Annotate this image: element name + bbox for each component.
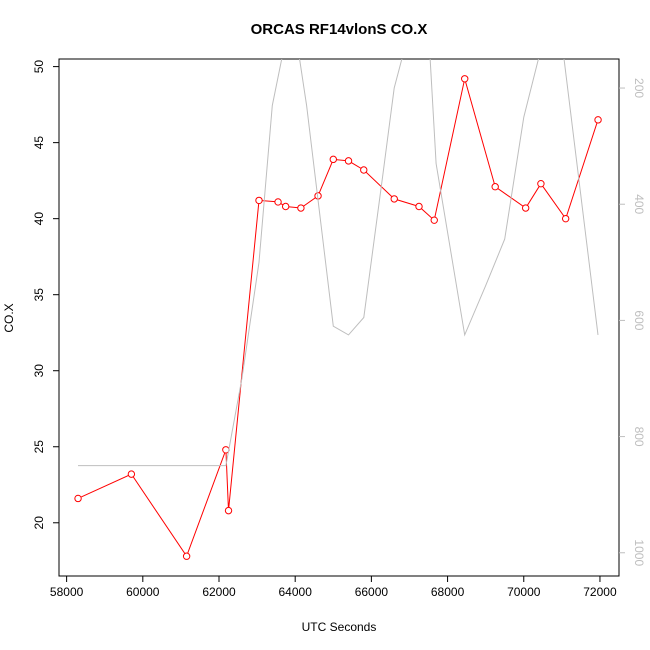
co-x-series-line — [77, 78, 599, 558]
data-point — [360, 166, 368, 174]
y-tick-label: 35 — [32, 288, 46, 302]
data-point — [430, 216, 438, 224]
y-tick-label: 30 — [32, 364, 46, 378]
right-tick-label: 1000 — [632, 539, 646, 566]
x-tick-label: 72000 — [583, 585, 617, 599]
data-point — [255, 196, 263, 205]
data-point — [182, 552, 191, 560]
data-point — [329, 155, 337, 164]
x-tick-label: 70000 — [507, 585, 541, 599]
data-point — [594, 116, 602, 124]
axes: 58000 60000 62000 64000 66000 68000 70000 72000… — [32, 60, 646, 599]
plot-frame — [58, 58, 620, 577]
y-axis-label: CO.X — [2, 303, 16, 332]
data-point — [461, 75, 469, 83]
data-point — [537, 179, 545, 188]
data-point — [521, 204, 530, 212]
x-tick-label: 68000 — [431, 585, 465, 599]
chart-title: ORCAS RF14vlonS CO.X — [251, 21, 428, 38]
x-tick-label: 66000 — [355, 585, 389, 599]
data-point — [561, 214, 570, 223]
data-point — [74, 494, 82, 503]
y-tick-label: 25 — [32, 440, 46, 454]
data-point — [390, 195, 398, 203]
y-tick-label: 20 — [32, 516, 46, 530]
data-point — [127, 470, 136, 478]
x-tick-label: 60000 — [126, 585, 160, 599]
y-tick-label: 45 — [32, 136, 46, 150]
secondary-series-line — [78, 59, 599, 467]
data-point — [491, 183, 499, 191]
right-tick-label: 800 — [632, 427, 646, 447]
right-tick-label: 200 — [632, 78, 646, 98]
right-tick-label: 400 — [632, 194, 646, 214]
x-tick-label: 64000 — [279, 585, 313, 599]
data-point — [344, 157, 353, 165]
data-point — [281, 202, 290, 211]
x-tick-label: 62000 — [202, 585, 236, 599]
y-tick-label: 40 — [32, 212, 46, 226]
right-tick-label: 600 — [632, 310, 646, 330]
data-point — [415, 202, 423, 211]
x-axis-label: UTC Seconds — [302, 620, 377, 634]
data-point — [224, 506, 233, 515]
plot-area — [74, 59, 602, 560]
data-point — [274, 198, 282, 206]
y-tick-label: 50 — [32, 60, 46, 74]
x-tick-label: 58000 — [50, 585, 84, 599]
plot-inner — [74, 59, 602, 560]
data-point — [297, 204, 305, 212]
